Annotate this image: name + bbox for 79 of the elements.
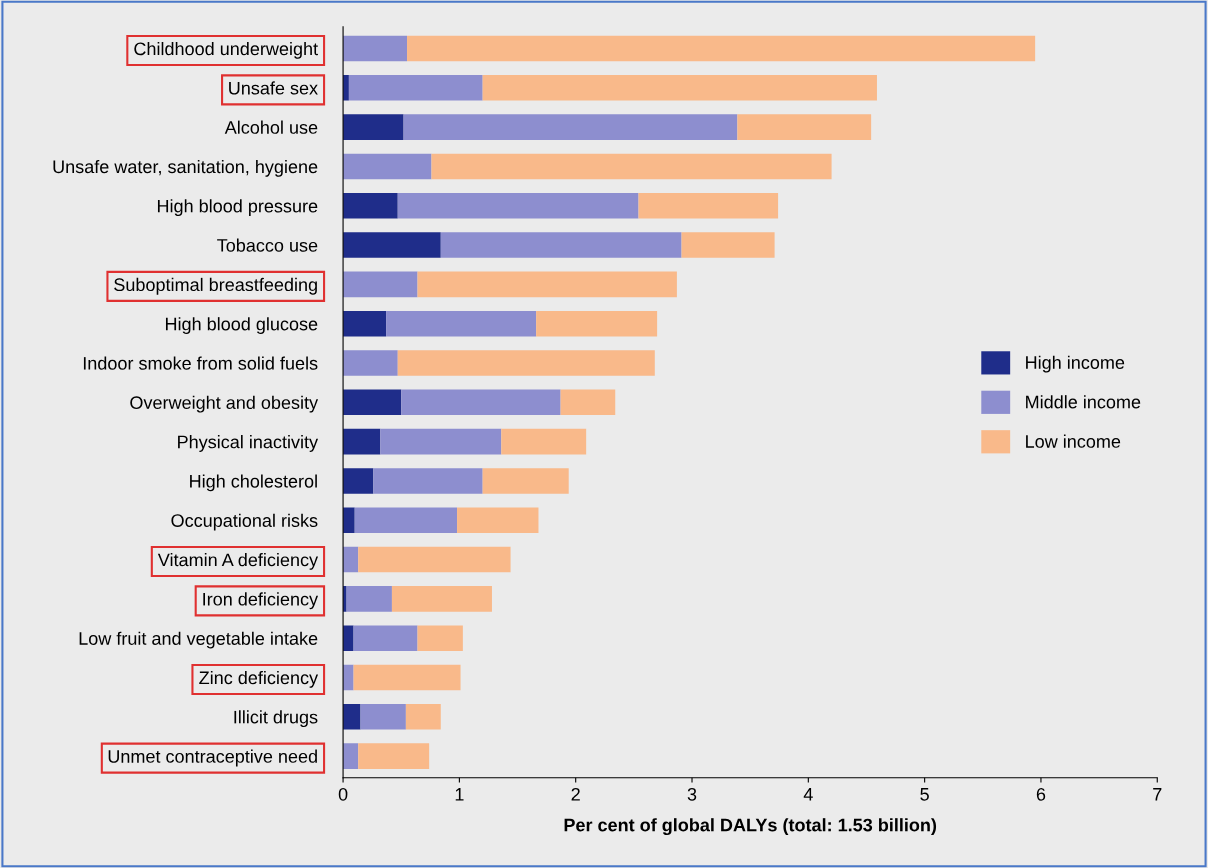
y-tick-label: Suboptimal breastfeeding (114, 277, 317, 295)
y-tick-label: Alcohol use (224, 120, 318, 134)
bar (536, 310, 658, 337)
x-tick-label: 6 (1036, 787, 1046, 801)
bar (343, 468, 374, 494)
bar (397, 192, 639, 219)
bar (343, 114, 404, 140)
bar (343, 625, 354, 651)
y-tick-label: Indoor smoke from solid fuels (83, 356, 318, 370)
bar (343, 704, 361, 730)
y-tick-label: Vitamin A deficiency (157, 553, 319, 570)
y-tick-label: Unsafe sex (229, 81, 318, 95)
bar (407, 35, 1036, 62)
bar (681, 232, 775, 258)
y-tick-label: High blood pressure (157, 199, 318, 217)
bar (417, 271, 677, 298)
bar (343, 428, 381, 455)
x-axis-title: Per cent of global DALYs (total: 1.53 billion) (564, 818, 937, 836)
y-tick-label: Unsafe water, sanitation, hygiene (53, 159, 318, 177)
bar (560, 389, 616, 416)
bar (343, 271, 418, 298)
bar (358, 743, 430, 769)
y-tick-label: Occupational risks (171, 513, 318, 531)
bar (397, 350, 655, 376)
y-tick-label: Childhood underweight (134, 41, 318, 59)
bar (482, 75, 877, 101)
bar (343, 153, 432, 180)
y-tick-label: High cholesterol (190, 474, 317, 492)
bar (417, 625, 463, 651)
bar (638, 192, 779, 219)
bar (343, 310, 387, 337)
bar (403, 114, 738, 140)
bar (343, 664, 354, 691)
bar (405, 704, 441, 730)
bar (391, 586, 492, 612)
x-tick-label: 2 (571, 787, 580, 801)
bar (348, 75, 483, 101)
bar (343, 35, 408, 62)
bar (343, 743, 359, 769)
y-tick-label: Physical inactivity (178, 435, 319, 452)
bar (737, 114, 872, 140)
bar (431, 153, 832, 180)
y-tick-label: Unmet contraceptive need (108, 749, 317, 767)
bar (343, 232, 441, 258)
bar (440, 232, 682, 258)
bar (354, 507, 458, 534)
bar (343, 507, 355, 534)
x-tick-label: 4 (803, 788, 813, 801)
bar (353, 625, 418, 651)
bar (457, 507, 539, 534)
bar (401, 389, 561, 416)
legend-label: High income (1026, 355, 1125, 373)
bar (343, 546, 359, 573)
x-tick-label: 0 (338, 787, 348, 801)
y-tick-label: Low fruit and vegetable intake (79, 631, 318, 649)
bar (360, 704, 406, 730)
legend-label: Middle income (1026, 395, 1141, 409)
bar (343, 350, 398, 376)
bar (346, 586, 392, 612)
y-tick-label: Iron deficiency (203, 592, 319, 610)
bar (482, 468, 569, 494)
bar (373, 468, 483, 494)
x-tick-label: 5 (920, 788, 929, 801)
bar (358, 546, 511, 573)
x-tick-label: 3 (687, 787, 697, 801)
y-tick-label: Tobacco use (217, 238, 318, 252)
legend-label: Low income (1026, 434, 1121, 448)
bar (380, 428, 502, 455)
y-tick-label: Illicit drugs (234, 710, 318, 728)
y-tick-label: Overweight and obesity (130, 395, 319, 413)
x-tick-label: 7 (1153, 788, 1162, 801)
bar (343, 192, 398, 219)
bar (343, 389, 402, 416)
y-tick-label: High blood glucose (165, 317, 318, 334)
y-tick-label: Zinc deficiency (199, 670, 319, 688)
bar (386, 310, 537, 337)
bar (353, 664, 461, 691)
bar (501, 428, 587, 455)
x-tick-label: 1 (455, 788, 464, 801)
